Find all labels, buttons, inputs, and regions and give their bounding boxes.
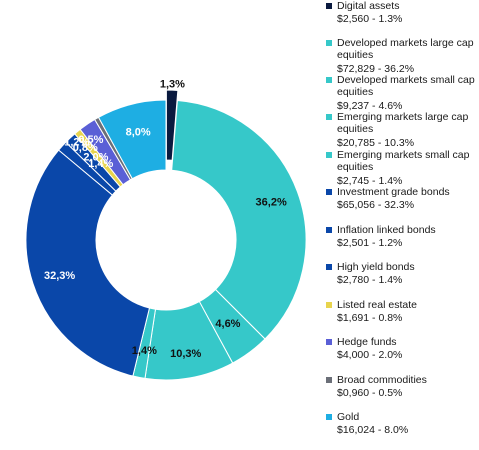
legend-label: Listed real estate bbox=[337, 299, 417, 311]
legend-value: $9,237 - 4.6% bbox=[337, 100, 403, 112]
slice-data-label-12: 8,0% bbox=[126, 127, 151, 139]
legend-label: Developed markets small cap equities bbox=[337, 74, 475, 98]
legend-label: Investment grade bonds bbox=[337, 186, 450, 198]
slice-data-label-3: 4,6% bbox=[215, 318, 240, 330]
legend-value: $2,780 - 1.4% bbox=[337, 274, 403, 286]
legend-swatch bbox=[326, 414, 332, 420]
legend-swatch bbox=[326, 114, 332, 120]
legend-value: $16,024 - 8.0% bbox=[337, 424, 409, 436]
legend-label: Developed markets large cap equities bbox=[337, 37, 474, 61]
legend-swatch bbox=[326, 189, 332, 195]
legend-label: Inflation linked bonds bbox=[337, 224, 436, 236]
legend-swatch bbox=[326, 302, 332, 308]
slice-data-label-2: 36,2% bbox=[256, 196, 287, 208]
legend-swatch bbox=[326, 264, 332, 270]
donut-chart: 1,3% 36,2% 4,6% 10,3% 1,4% 32,3% 1,2% 1,4% 0,8%2… bbox=[25, 78, 307, 381]
legend-swatch bbox=[326, 77, 332, 83]
legend-swatch bbox=[326, 152, 332, 158]
slice-data-label-10: 2,0% bbox=[83, 151, 108, 163]
legend-value: $72,829 - 36.2% bbox=[337, 63, 415, 75]
legend-label: Digital assets bbox=[337, 0, 400, 12]
legend-value: $2,560 - 1.3% bbox=[337, 13, 403, 25]
donut-slice-6 bbox=[25, 149, 151, 377]
legend-swatch bbox=[326, 377, 332, 383]
legend-label: Hedge funds bbox=[337, 336, 397, 348]
legend-value: $20,785 - 10.3% bbox=[337, 137, 415, 149]
legend-swatch bbox=[326, 40, 332, 46]
donut-slice-12 bbox=[97, 99, 167, 180]
legend-label: Gold bbox=[337, 411, 360, 423]
donut-slice-2 bbox=[171, 99, 307, 340]
legend-swatch bbox=[326, 3, 332, 9]
slice-data-label-1: 1,3% bbox=[160, 78, 185, 90]
legend-value: $0,960 - 0.5% bbox=[337, 387, 403, 399]
slice-data-label-8: 1,4% bbox=[88, 158, 113, 170]
slice-data-label-6: 32,3% bbox=[44, 270, 75, 282]
slice-data-label-11: 0,5% bbox=[78, 134, 103, 146]
legend-swatch bbox=[326, 227, 332, 233]
slice-data-label-9: 0,8% bbox=[73, 142, 98, 154]
legend-label: Emerging markets small cap equities bbox=[337, 149, 470, 173]
legend-value: $2,501 - 1.2% bbox=[337, 237, 403, 249]
legend-label: High yield bonds bbox=[337, 261, 415, 273]
legend-value: $1,691 - 0.8% bbox=[337, 312, 403, 324]
slice-data-label-4: 10,3% bbox=[170, 348, 201, 360]
legend-label: Emerging markets large cap equities bbox=[337, 111, 469, 135]
legend-value: $65,056 - 32.3% bbox=[337, 199, 415, 211]
slice-data-label-7: 1,2% bbox=[64, 136, 89, 148]
slice-data-label-5: 1,4% bbox=[132, 345, 157, 357]
legend-value: $2,745 - 1.4% bbox=[337, 175, 403, 187]
legend-label: Broad commodities bbox=[337, 374, 427, 386]
legend-value: $4,000 - 2.0% bbox=[337, 349, 403, 361]
legend-swatch bbox=[326, 339, 332, 345]
